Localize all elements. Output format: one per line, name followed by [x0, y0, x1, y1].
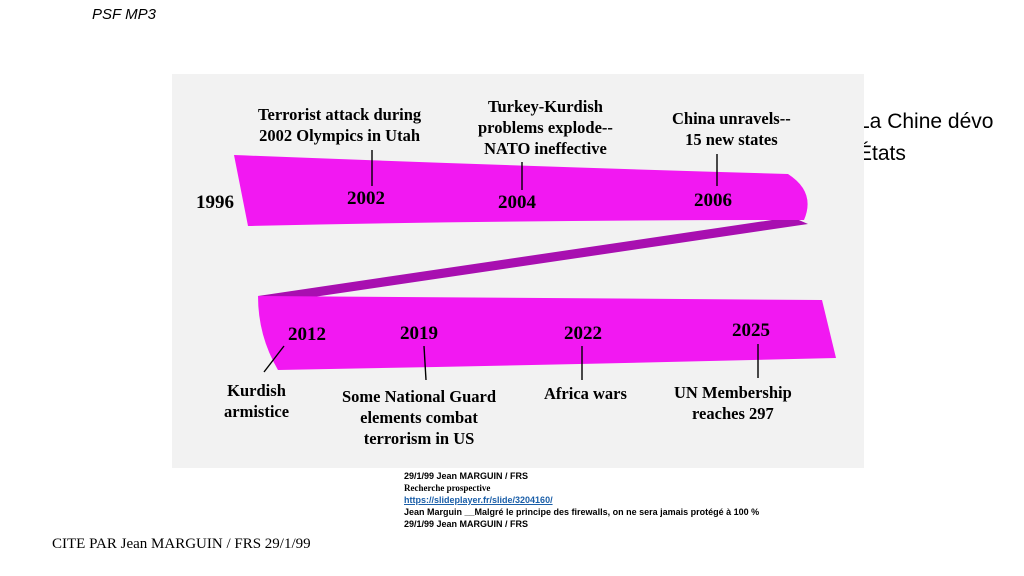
year-2002: 2002	[347, 188, 385, 209]
connector-2012	[263, 345, 285, 373]
source-line-4: Jean Marguin __Malgré le principe des fi…	[404, 507, 760, 517]
header-label: PSF MP3	[92, 6, 156, 23]
timeline-ribbon	[234, 150, 836, 381]
event-2002: Terrorist attack during 2002 Olympics in…	[258, 104, 421, 146]
year-2025: 2025	[732, 320, 770, 341]
event-2012-line-1: Kurdish	[227, 381, 286, 400]
source-link[interactable]: https://slideplayer.fr/slide/3204160/	[404, 495, 553, 505]
year-1996: 1996	[196, 192, 234, 213]
event-2019-line-2: elements combat	[360, 408, 478, 427]
ribbon-diagonal	[258, 217, 808, 304]
source-line-2: Recherche prospective	[404, 483, 491, 493]
event-2019-line-3: terrorism in US	[363, 429, 475, 448]
ribbon-lower	[258, 296, 836, 370]
event-2002-line-1: Terrorist attack during	[258, 105, 422, 124]
event-2012: Kurdish armistice	[224, 380, 289, 422]
year-2006: 2006	[694, 190, 732, 211]
event-2022-line-1: Africa wars	[544, 384, 627, 403]
ribbon-upper	[234, 155, 808, 226]
event-2019-line-1: Some National Guard	[342, 387, 497, 406]
event-2006-line-1: China unravels--	[672, 109, 791, 128]
event-2004-line-3: NATO ineffective	[484, 139, 607, 158]
event-2025: UN Membership reaches 297	[674, 382, 792, 424]
year-2019: 2019	[400, 323, 438, 344]
source-line-5: 29/1/99 Jean MARGUIN / FRS	[404, 519, 529, 529]
side-text-line-1: La Chine dévo	[858, 110, 994, 133]
event-2004-line-2: problems explode--	[478, 118, 613, 137]
year-2022: 2022	[564, 323, 602, 344]
year-2004: 2004	[498, 192, 536, 213]
event-2004: Turkey-Kurdish problems explode-- NATO i…	[478, 96, 613, 159]
citation: CITE PAR Jean MARGUIN / FRS 29/1/99	[52, 536, 311, 552]
connector-2019	[423, 345, 427, 381]
event-2025-line-1: UN Membership	[674, 383, 792, 402]
side-text-line-2: États	[858, 142, 906, 165]
event-2025-line-2: reaches 297	[692, 404, 774, 423]
source-block: 29/1/99 Jean MARGUIN / FRS Recherche pro…	[404, 470, 759, 530]
event-2022: Africa wars	[544, 383, 627, 404]
timeline-diagram: 1996 2002 2004 2006 2012 2019 2022 2025 …	[172, 74, 864, 468]
source-line-1: 29/1/99 Jean MARGUIN / FRS	[404, 471, 529, 481]
event-2004-line-1: Turkey-Kurdish	[487, 97, 603, 116]
year-2012: 2012	[288, 324, 326, 345]
event-2006: China unravels-- 15 new states	[672, 108, 791, 150]
event-2012-line-2: armistice	[224, 402, 290, 421]
event-2006-line-2: 15 new states	[685, 130, 778, 149]
event-2002-line-2: 2002 Olympics in Utah	[259, 126, 421, 145]
event-2019: Some National Guard elements combat terr…	[342, 386, 496, 449]
